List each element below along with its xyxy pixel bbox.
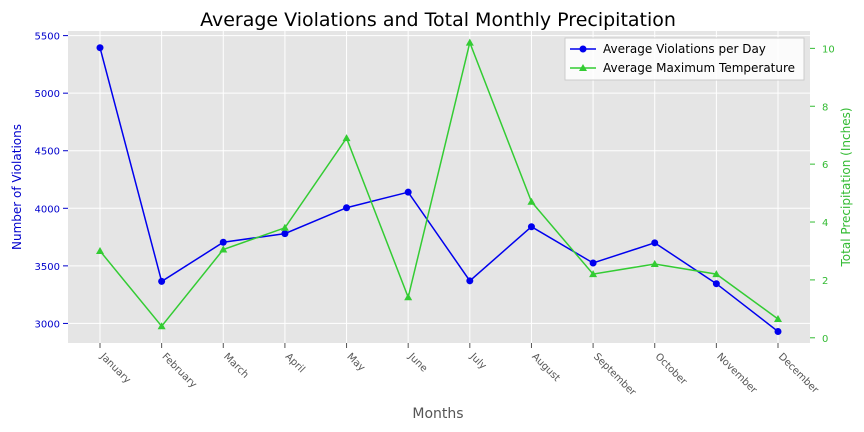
right-tick-label: 0 xyxy=(822,334,828,345)
x-tick-label: March xyxy=(221,351,250,380)
x-tick-label: November xyxy=(714,351,759,396)
data-point-violations xyxy=(219,238,227,246)
data-point-violations xyxy=(651,239,659,247)
left-tick-label: 5500 xyxy=(35,32,60,43)
right-y-axis: 0 2 4 6 8 10 xyxy=(810,44,835,345)
data-point-temperature xyxy=(774,314,782,322)
left-tick-label: 5000 xyxy=(35,89,60,100)
data-point-temperature xyxy=(527,197,536,205)
right-tick-label: 10 xyxy=(822,44,835,55)
left-tick-label: 4500 xyxy=(35,147,60,158)
x-tick-label: May xyxy=(344,351,366,373)
data-point-temperature xyxy=(157,322,166,330)
x-tick-label: September xyxy=(591,351,638,398)
series xyxy=(96,38,782,335)
data-point-violations xyxy=(404,188,412,196)
right-tick-label: 8 xyxy=(822,102,828,113)
series-line-temperature xyxy=(99,40,779,328)
x-tick-label: August xyxy=(529,351,562,384)
x-tick-label: December xyxy=(776,351,821,396)
data-point-violations xyxy=(527,223,535,231)
left-y-axis: 3000 3500 4000 4500 5000 5500 xyxy=(35,32,68,330)
data-point-violations xyxy=(774,327,782,335)
data-point-temperature xyxy=(219,245,228,253)
data-point-violations xyxy=(712,280,720,288)
data-point-temperature xyxy=(589,270,598,278)
data-point-violations xyxy=(96,44,104,52)
right-tick-label: 6 xyxy=(822,160,828,171)
grid xyxy=(68,31,810,343)
data-point-violations xyxy=(589,259,597,267)
data-point-temperature xyxy=(712,270,721,278)
left-y-axis-label: Number of Violations xyxy=(10,124,24,250)
right-tick-label: 2 xyxy=(822,276,828,287)
left-tick-label: 4000 xyxy=(35,204,60,215)
legend-box xyxy=(564,37,805,81)
data-point-temperature xyxy=(650,259,659,267)
x-tick-label: January xyxy=(97,351,132,386)
data-point-violations xyxy=(281,230,289,238)
x-tick-label: April xyxy=(283,351,307,375)
legend: Average Violations per Day Average Maxim… xyxy=(564,37,805,81)
left-tick-label: 3000 xyxy=(35,319,60,330)
legend-label-violations: Average Violations per Day xyxy=(603,42,766,56)
data-point-violations xyxy=(158,277,166,285)
x-tick-label: June xyxy=(405,351,429,375)
data-point-temperature xyxy=(96,246,104,254)
x-axis: January February March April May June July Augu… xyxy=(97,343,821,399)
data-point-violations xyxy=(466,277,474,285)
plot-background xyxy=(68,31,810,343)
data-point-temperature xyxy=(280,223,289,231)
left-tick-label: 3500 xyxy=(35,262,60,273)
x-tick-label: February xyxy=(160,351,199,390)
series-line-violations xyxy=(99,47,779,333)
x-tick-label: July xyxy=(467,351,488,372)
legend-marker-temperature xyxy=(579,64,587,71)
data-point-violations xyxy=(343,204,351,212)
data-point-temperature xyxy=(404,293,413,301)
right-tick-label: 4 xyxy=(822,218,828,229)
data-point-temperature xyxy=(342,134,351,142)
x-tick-label: October xyxy=(653,351,690,388)
legend-label-temperature: Average Maximum Temperature xyxy=(603,61,795,75)
x-axis-label: Months xyxy=(412,406,463,422)
chart-title: Average Violations and Total Monthly Pre… xyxy=(200,9,676,31)
legend-marker-violations xyxy=(579,45,587,53)
right-y-axis-label: Total Precipitation (Inches) xyxy=(839,107,853,267)
data-point-temperature xyxy=(465,38,474,46)
